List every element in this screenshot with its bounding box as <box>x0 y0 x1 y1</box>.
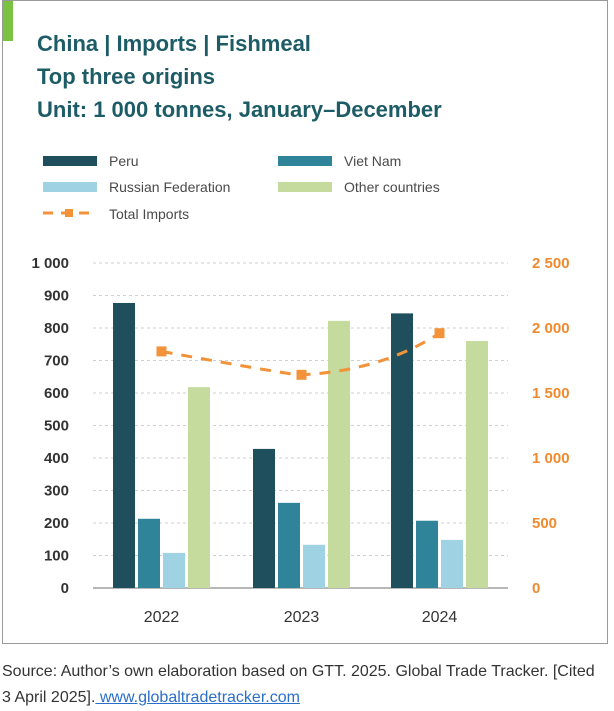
bar <box>188 387 210 588</box>
total-imports-marker <box>434 328 445 339</box>
bar <box>328 320 350 588</box>
y-tick-label: 1 000 <box>31 255 69 272</box>
bar <box>163 552 185 588</box>
y-tick-label: 300 <box>44 483 69 500</box>
y-tick-label: 900 <box>44 288 69 305</box>
legend-marker-total <box>65 209 73 217</box>
source-link[interactable]: www.globaltradetracker.com <box>95 689 300 706</box>
total-imports-marker <box>156 346 167 357</box>
y2-tick-label: 2 000 <box>532 320 570 337</box>
y2-tick-label: 500 <box>532 515 557 532</box>
legend-swatch-0 <box>43 156 97 166</box>
y2-tick-label: 0 <box>532 580 540 597</box>
legend-label-2: Russian Federation <box>109 179 230 195</box>
legend-label-0: Peru <box>109 153 139 169</box>
y-tick-label: 200 <box>44 515 69 532</box>
y2-tick-label: 2 500 <box>532 255 570 272</box>
x-tick-label: 2023 <box>284 609 320 626</box>
chart-svg: Peru Viet Nam Russian Federation Other coun… <box>31 153 570 626</box>
source-caption: Source: Author’s own elaboration based o… <box>2 659 602 711</box>
bar <box>303 544 325 588</box>
chart-subtitle: Top three origins <box>37 64 216 89</box>
y-tick-label: 800 <box>44 320 69 337</box>
bar <box>416 520 438 588</box>
legend-label-total: Total Imports <box>109 206 189 222</box>
legend-swatch-1 <box>278 156 332 166</box>
y2-tick-label: 1 000 <box>532 450 570 467</box>
bar <box>391 313 413 588</box>
y-tick-label: 600 <box>44 385 69 402</box>
legend-swatch-3 <box>278 182 332 192</box>
legend-swatch-2 <box>43 182 97 192</box>
bar <box>466 341 488 588</box>
y-tick-label: 700 <box>44 353 69 370</box>
bar <box>113 302 135 588</box>
y-tick-label: 0 <box>61 580 69 597</box>
bar <box>278 502 300 588</box>
y-tick-label: 400 <box>44 450 69 467</box>
y-tick-label: 500 <box>44 418 69 435</box>
bar <box>253 448 275 588</box>
x-tick-label: 2022 <box>144 609 180 626</box>
total-imports-marker <box>296 369 307 380</box>
legend-label-1: Viet Nam <box>344 153 401 169</box>
x-tick-label: 2024 <box>422 609 458 626</box>
bar <box>138 518 160 588</box>
accent-bar <box>3 1 13 41</box>
bar <box>441 539 463 588</box>
y2-tick-label: 1 500 <box>532 385 570 402</box>
source-text: Source: Author’s own elaboration based o… <box>2 663 595 706</box>
chart-title: China | Imports | Fishmeal <box>37 31 311 56</box>
y-tick-label: 100 <box>44 548 69 565</box>
legend-label-3: Other countries <box>344 179 440 195</box>
chart-panel: China | Imports | Fishmeal Top three ori… <box>2 0 608 644</box>
chart-unit-label: Unit: 1 000 tonnes, January–December <box>37 97 442 122</box>
